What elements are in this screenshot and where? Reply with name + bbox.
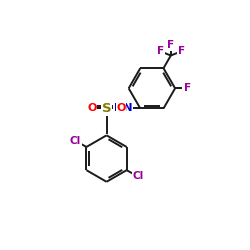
Text: O: O [87,104,97,114]
Text: F: F [184,83,191,93]
Text: HN: HN [114,104,132,114]
Text: S: S [102,102,111,115]
Text: F: F [157,46,164,56]
Text: Cl: Cl [132,171,143,181]
Text: F: F [178,46,185,56]
Text: Cl: Cl [70,136,81,146]
Text: O: O [116,104,126,114]
Text: F: F [167,40,174,50]
